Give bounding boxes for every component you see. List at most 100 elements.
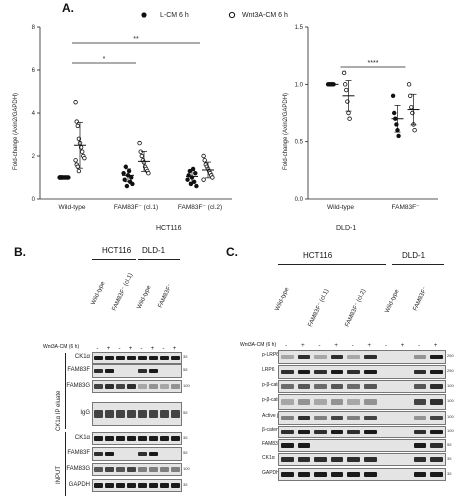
blot-band	[171, 483, 180, 488]
c-row-label: CK1α	[262, 454, 275, 461]
data-point	[73, 100, 78, 105]
treatment-sign: +	[106, 346, 111, 352]
data-point	[75, 164, 80, 169]
c-mw-marker: 250	[447, 353, 454, 358]
blot-band	[297, 472, 311, 477]
panel-b-letter: B.	[14, 245, 26, 259]
blot-band	[363, 384, 377, 389]
blot-band	[297, 399, 311, 405]
c-lane-label-5: FAM83F⁻	[412, 286, 429, 312]
treatment-sign: -	[140, 346, 143, 352]
blot-band	[160, 384, 169, 389]
data-point	[344, 87, 349, 93]
blot-band	[171, 467, 180, 472]
blot-band	[347, 415, 360, 421]
blot-band	[94, 384, 103, 389]
c-mw-marker: 100	[447, 382, 454, 388]
blot-band	[413, 369, 427, 375]
blot-band	[413, 443, 427, 448]
blot-band	[149, 483, 158, 488]
blot-band	[149, 384, 158, 389]
x-tick-label: Wild-type	[58, 204, 85, 211]
data-point	[187, 168, 192, 174]
treatment-sign: -	[96, 346, 99, 352]
blot-band	[94, 368, 103, 374]
significance-label: *	[103, 56, 106, 63]
blot-band	[314, 472, 327, 477]
treatment-sign: +	[400, 343, 405, 349]
blot-band	[363, 354, 377, 360]
blot-band	[116, 409, 125, 419]
blot-band	[116, 467, 125, 472]
treatment-sign: +	[334, 343, 338, 349]
x-tick-label: FAM83F⁻ (cl.2)	[178, 204, 222, 211]
blot-band	[413, 399, 427, 405]
data-point	[137, 140, 142, 146]
blot-band	[330, 354, 344, 360]
blot-band	[127, 409, 136, 419]
treatment-sign: -	[384, 343, 387, 349]
b-blot-strip	[92, 463, 182, 476]
c-row-label: β-catenin	[262, 427, 283, 433]
blot-band	[314, 384, 327, 389]
data-point	[396, 133, 401, 139]
b-blot-strip	[92, 380, 182, 393]
blot-band	[160, 483, 169, 488]
blot-band	[171, 409, 180, 419]
c-mw-marker: 100	[447, 428, 454, 433]
c-cell-hct116: HCT116	[303, 251, 333, 260]
c-lane-label-4: Wild-type	[384, 288, 401, 314]
c-mw-marker: 35	[447, 470, 452, 476]
data-point	[194, 183, 199, 189]
c-row-label: GAPDH	[262, 469, 280, 476]
blot-band	[347, 430, 360, 434]
blot-band	[280, 384, 294, 389]
blot-band	[430, 384, 443, 389]
b-blot-strip	[92, 479, 182, 492]
blot-band	[160, 356, 169, 360]
treatment-sign: -	[285, 343, 288, 349]
data-point	[193, 170, 198, 176]
c-blot-strip	[278, 426, 446, 438]
x-tick-label: FAM83F⁻ (cl.1)	[114, 204, 158, 211]
y-tick-label: 8	[32, 25, 36, 31]
blot-band	[347, 369, 360, 375]
blot-band	[138, 409, 147, 419]
blot-band	[314, 369, 327, 375]
treatment-sign: +	[301, 343, 305, 349]
y-tick-label: 2	[32, 154, 36, 160]
blot-band	[347, 354, 360, 360]
blot-band	[280, 415, 294, 421]
data-point	[347, 116, 352, 121]
data-point	[412, 127, 417, 133]
b-row-label: FAM83F	[67, 450, 90, 456]
data-point	[343, 82, 348, 87]
treatment-sign: -	[318, 343, 321, 349]
blot-band	[297, 384, 311, 389]
blot-band	[330, 415, 344, 421]
b-mw-marker: 35	[183, 481, 188, 487]
c-lane-label-3: FAM83F⁻ (cl.2)	[344, 288, 368, 328]
b-treatment-label: Wnt3A-CM (6 h)	[43, 344, 80, 350]
blot-band	[138, 436, 147, 441]
blot-band	[363, 399, 377, 405]
blot-band	[280, 369, 294, 375]
b-mw-marker: 55	[183, 410, 188, 415]
blot-band	[430, 415, 443, 421]
data-point	[201, 153, 206, 159]
legend-filled-marker	[141, 12, 147, 18]
blot-band	[138, 356, 147, 360]
c-blot-strip	[278, 468, 446, 481]
y-tick-label: 0.5	[295, 140, 304, 146]
y-tick-label: 4	[32, 111, 36, 117]
b-blot-strip	[92, 432, 182, 445]
blot-band	[171, 356, 180, 360]
b-cell-dld1: DLD-1	[142, 246, 166, 255]
blot-band	[413, 472, 427, 477]
blot-band	[171, 384, 180, 389]
data-point	[201, 177, 206, 182]
legend-lcm-label: L-CM 6 h	[160, 12, 189, 19]
data-point	[185, 177, 190, 182]
blot-band	[138, 451, 147, 457]
blot-band	[430, 354, 443, 360]
